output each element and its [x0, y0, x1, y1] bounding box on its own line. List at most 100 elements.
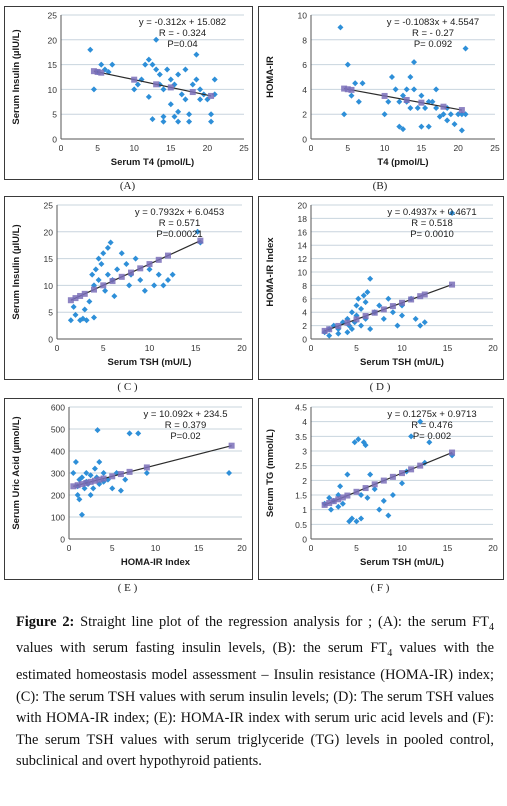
data-point — [153, 66, 160, 73]
data-point — [167, 76, 174, 83]
data-point — [411, 59, 418, 66]
data-point — [449, 210, 456, 217]
y-tick-label: 20 — [298, 201, 308, 211]
data-point — [351, 439, 358, 446]
chart-panel-e: 0 100 200 300 400 500 600 0 5 10 15 20 y = 10.092x +… — [4, 398, 253, 580]
data-point — [135, 430, 142, 437]
fit-marker — [118, 273, 125, 280]
fit-marker — [381, 92, 388, 99]
x-tick-label: 15 — [191, 343, 201, 353]
y-tick-label: 2.5 — [295, 461, 307, 471]
y-tick-label: 4 — [302, 417, 307, 427]
data-point — [165, 277, 171, 284]
data-point — [156, 71, 163, 78]
regression-annotation: y = 0.4937x + 0.4671 — [387, 207, 476, 218]
fit-marker — [403, 96, 410, 103]
data-point — [380, 315, 387, 322]
y-tick-label: 15 — [48, 60, 58, 70]
data-point — [208, 111, 215, 118]
y-axis-title: Serum TG (mmol/L) — [265, 429, 276, 517]
data-point — [339, 319, 346, 326]
x-tick-label: 25 — [239, 143, 249, 153]
data-point — [117, 487, 124, 494]
data-point — [160, 113, 167, 120]
fit-marker — [321, 501, 328, 508]
data-point — [83, 317, 90, 324]
fit-marker — [330, 498, 337, 505]
data-point — [367, 275, 374, 282]
fit-marker — [339, 494, 346, 501]
y-tick-label: 20 — [48, 35, 58, 45]
fit-marker — [440, 103, 447, 110]
fit-marker — [87, 478, 94, 485]
fit-marker — [98, 69, 105, 76]
data-point — [76, 496, 83, 503]
data-point — [344, 61, 351, 68]
caption-text-2: values with serum fasting insulin levels… — [16, 640, 388, 657]
caption-text-1: Straight line plot of the regression ana… — [74, 614, 489, 630]
data-point — [326, 332, 333, 339]
data-point — [385, 98, 392, 105]
data-point — [175, 71, 182, 78]
x-tick-label: 25 — [490, 143, 500, 153]
data-point — [433, 105, 440, 111]
y-tick-label: 12 — [298, 254, 308, 264]
data-point — [197, 96, 204, 103]
fit-marker — [100, 282, 107, 289]
x-axis-title: Serum TSH (mU/L) — [108, 357, 192, 368]
regression-annotation: P= 0.002 — [413, 431, 451, 442]
data-point — [355, 436, 362, 443]
x-tick-label: 5 — [110, 543, 115, 553]
data-point — [418, 92, 425, 99]
data-point — [100, 470, 107, 476]
data-point — [444, 117, 451, 124]
regression-annotation: P= 0.092 — [414, 39, 452, 50]
caption-sub-2: 4 — [387, 648, 393, 660]
caption-text-3: values with the estimated homeostasis mo… — [16, 640, 494, 770]
chart-panel-c: 0 5 10 15 20 25 0 5 10 15 20 y = 0.7932x + 6.0453 R … — [4, 196, 253, 380]
y-tick-label: 5 — [52, 110, 57, 120]
y-tick-label: 3 — [302, 447, 307, 457]
data-point — [70, 470, 77, 476]
fit-marker — [371, 309, 378, 316]
fit-marker — [341, 85, 348, 92]
data-point — [208, 118, 215, 125]
data-point — [408, 433, 415, 440]
data-point — [451, 121, 458, 128]
data-point — [436, 113, 443, 120]
data-point — [194, 228, 201, 235]
data-point — [111, 293, 118, 300]
fit-marker — [83, 479, 90, 486]
data-point — [367, 325, 374, 332]
fit-marker — [353, 488, 360, 495]
fit-marker — [418, 99, 425, 106]
regression-annotation: y = 10.092x + 234.5 — [144, 409, 228, 420]
regression-annotation: R = 0.476 — [411, 420, 452, 431]
data-point — [226, 470, 233, 476]
fit-marker — [321, 327, 328, 334]
panel-label-e: ( E ) — [117, 582, 138, 594]
y-axis-title: HOMA-IR Index — [265, 237, 276, 307]
fit-marker — [408, 296, 415, 303]
data-point — [348, 309, 355, 316]
fit-marker — [353, 316, 360, 323]
y-tick-label: 5 — [48, 308, 53, 318]
x-tick-label: 5 — [101, 343, 106, 353]
fit-marker — [371, 481, 378, 488]
data-point — [344, 471, 351, 478]
regression-annotation: R = - 0.27 — [412, 28, 454, 39]
data-point — [98, 61, 105, 68]
fit-marker — [100, 475, 107, 482]
data-point — [358, 515, 365, 522]
y-tick-label: 10 — [298, 11, 308, 21]
data-point — [417, 322, 424, 329]
data-point — [189, 81, 196, 88]
fit-marker — [362, 313, 369, 320]
x-tick-label: 15 — [166, 143, 176, 153]
fit-marker — [90, 68, 97, 75]
fit-marker — [70, 483, 77, 490]
data-point — [337, 24, 344, 31]
data-point — [447, 111, 454, 118]
data-point — [143, 470, 150, 476]
data-point — [91, 314, 97, 321]
